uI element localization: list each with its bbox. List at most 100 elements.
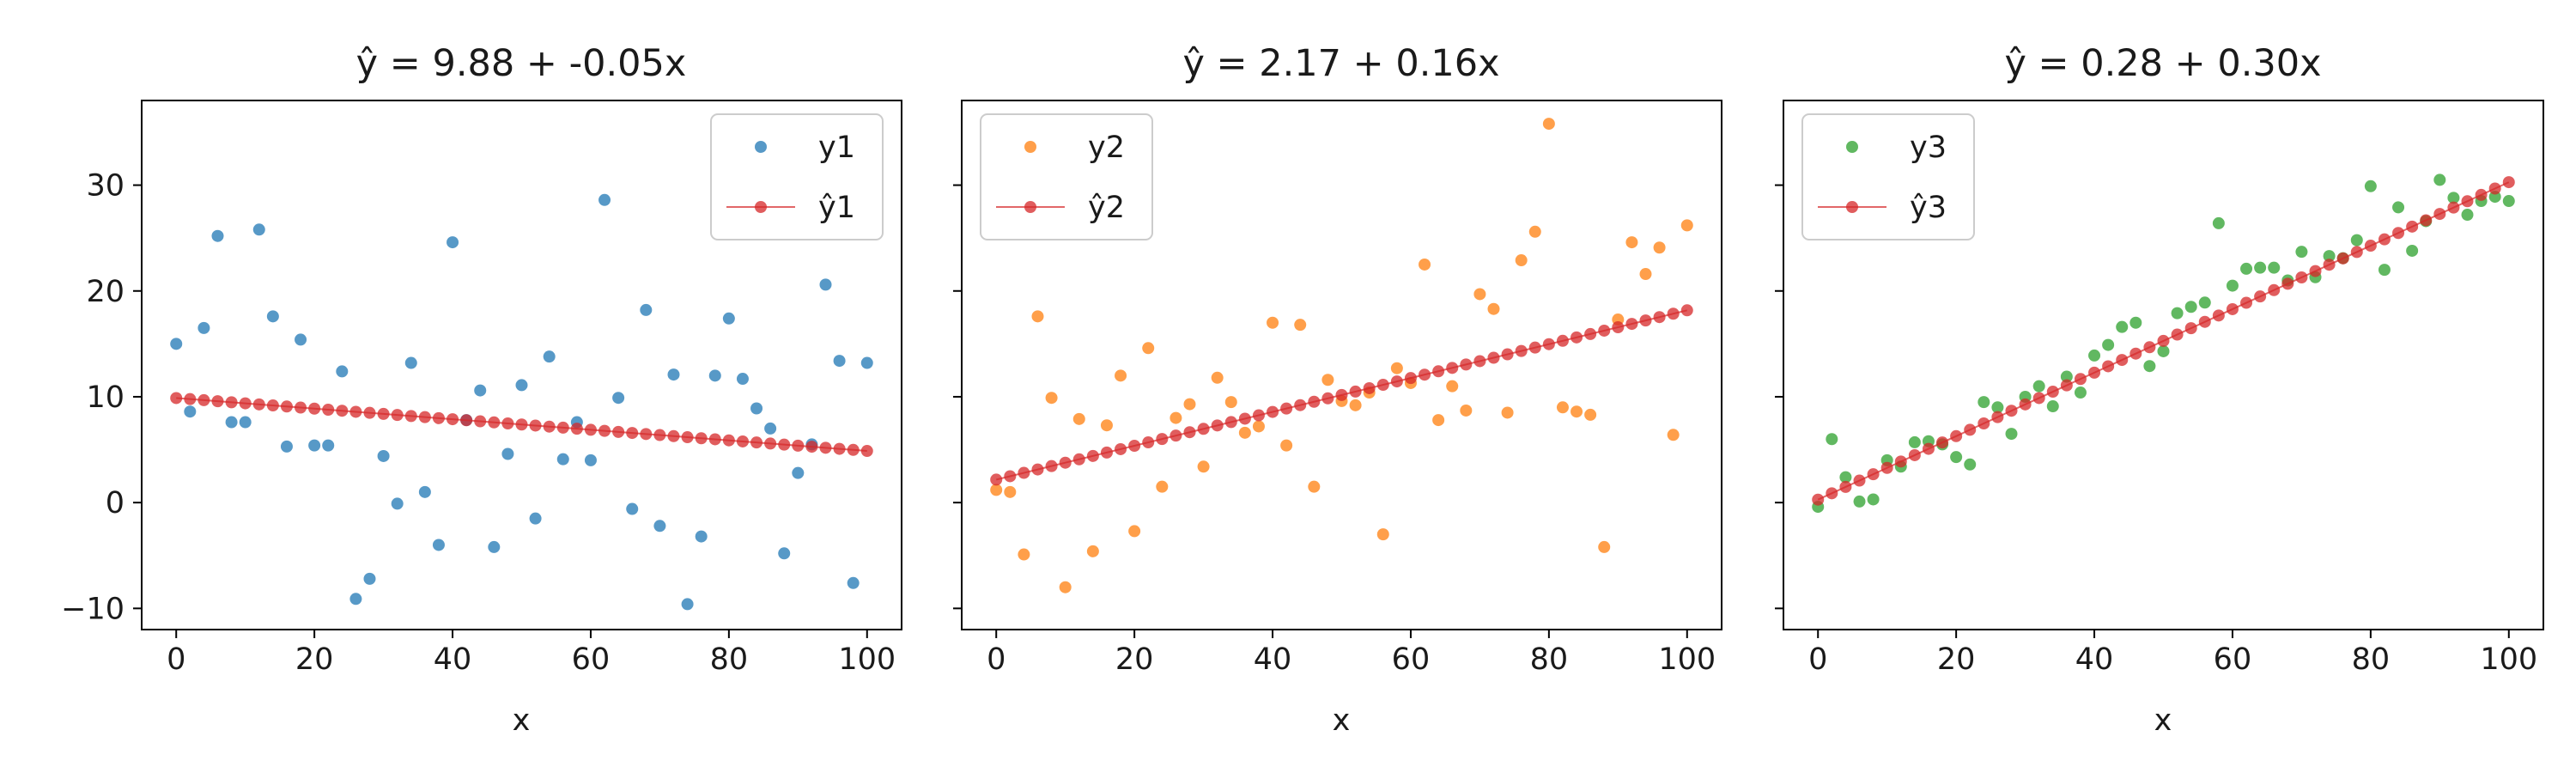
data-point: [2502, 195, 2515, 208]
subplot-3-x-tick-label: 80: [2352, 642, 2391, 677]
data-point: [322, 439, 335, 452]
fit-point: [501, 417, 514, 430]
fit-point: [515, 418, 528, 431]
data-point: [736, 373, 749, 386]
subplot-3-series-fit: [1812, 176, 2515, 506]
fit-point: [626, 427, 639, 440]
fit-point: [1045, 460, 1058, 472]
subplot-3-x-tick-label: 60: [2214, 642, 2252, 677]
fit-point: [1991, 411, 2004, 423]
fit-point: [1267, 405, 1279, 418]
fit-point: [1294, 399, 1307, 411]
data-point: [447, 236, 459, 249]
fit-point: [543, 420, 556, 433]
fit-point: [1321, 392, 1334, 405]
data-point: [2184, 301, 2197, 313]
legend-marker: [755, 201, 767, 213]
data-point: [1086, 545, 1099, 557]
data-point: [1252, 420, 1265, 433]
fit-point: [1224, 416, 1237, 429]
data-point: [819, 278, 832, 291]
subplot-1-y-tick-label: 0: [106, 486, 125, 520]
data-point: [2433, 173, 2446, 186]
fit-point: [2378, 233, 2391, 246]
fit-point: [2102, 360, 2115, 373]
data-point: [722, 312, 735, 325]
fit-point: [322, 403, 335, 416]
fit-point: [1335, 388, 1348, 401]
fit-point: [2268, 283, 2281, 296]
fit-point: [2198, 315, 2211, 328]
data-point: [1950, 451, 1963, 464]
data-point: [2323, 250, 2336, 263]
fit-point: [847, 443, 860, 456]
fit-point: [2461, 195, 2474, 208]
fit-point: [1473, 355, 1486, 368]
legend-box: [980, 113, 1153, 240]
fit-point: [2005, 405, 2018, 417]
data-point: [2226, 279, 2239, 292]
data-point: [681, 598, 694, 611]
fit-point: [336, 405, 349, 417]
fit-point: [1252, 409, 1265, 422]
subplot-2-x-axis-label: x: [1333, 703, 1351, 738]
fit-point: [2420, 214, 2433, 227]
data-point: [1571, 405, 1583, 418]
fit-point: [170, 392, 183, 405]
data-point: [404, 356, 417, 369]
legend-label: ŷ2: [1088, 191, 1125, 225]
fit-point: [266, 399, 279, 412]
fit-point: [1072, 453, 1085, 466]
data-point: [1100, 419, 1113, 432]
fit-point: [2171, 328, 2184, 341]
data-point: [2488, 191, 2501, 204]
fit-point: [1031, 463, 1044, 476]
data-point: [2350, 234, 2363, 247]
fit-point: [2488, 182, 2501, 195]
fit-point: [308, 402, 321, 415]
subplot-3-x-tick-label: 0: [1808, 642, 1827, 677]
subplot-3: ŷ = 0.28 + 0.30x x 0 20 40 60 80 100 y3 ŷ3: [1775, 42, 2544, 738]
fit-point: [1867, 468, 1880, 481]
fit-point: [2447, 201, 2460, 214]
fit-point: [695, 432, 708, 445]
subplot-2-legend: y2 ŷ2: [980, 113, 1153, 240]
fit-point: [2364, 240, 2377, 253]
fit-point: [184, 393, 197, 405]
data-point: [1839, 471, 1852, 484]
data-point: [1991, 401, 2004, 414]
data-point: [1487, 302, 1500, 315]
fit-point: [1142, 436, 1155, 449]
fit-point: [1211, 419, 1224, 432]
fit-point: [1460, 358, 1473, 371]
fit-point: [1487, 351, 1500, 364]
subplot-2-x-tick-label: 100: [1658, 642, 1716, 677]
data-point: [211, 229, 224, 242]
fit-point: [2240, 296, 2253, 309]
subplot-1-y-tick-label: 10: [86, 380, 125, 415]
subplot-1-y-tick-label: 20: [86, 275, 125, 309]
data-point: [708, 369, 721, 382]
fit-point: [2212, 309, 2225, 322]
fit-point: [1936, 436, 1949, 449]
legend-label: y3: [1910, 131, 1947, 165]
data-point: [1528, 225, 1541, 238]
data-point: [1667, 429, 1680, 441]
fit-point: [2502, 176, 2515, 189]
fit-point: [2336, 252, 2349, 265]
subplot-1-x-axis-label: x: [513, 703, 531, 738]
data-point: [860, 356, 873, 369]
data-point: [1908, 435, 1921, 448]
fit-point: [2254, 290, 2267, 303]
data-point: [1018, 548, 1030, 561]
data-point: [2157, 344, 2170, 357]
data-point: [336, 365, 349, 378]
fit-point: [1238, 412, 1251, 425]
data-point: [1045, 392, 1058, 405]
data-point: [1156, 480, 1169, 493]
fit-point: [2226, 302, 2239, 315]
fit-point: [1894, 455, 1907, 468]
fit-point: [1880, 461, 1893, 474]
fit-point: [2184, 322, 2197, 335]
legend-marker: [1024, 141, 1036, 153]
